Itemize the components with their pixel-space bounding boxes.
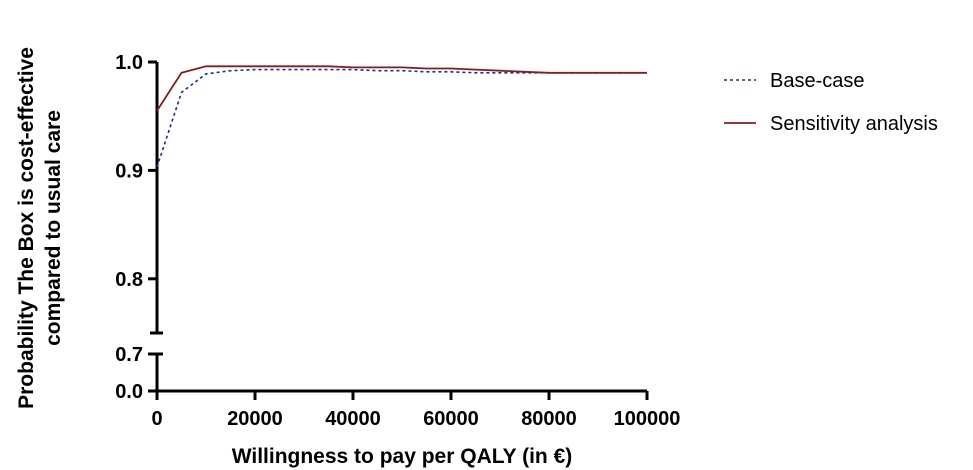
series-layer [156,65,647,168]
y-tick-label: 0.8 [115,269,143,291]
axes [148,60,649,400]
x-tick-label: 80000 [521,408,577,430]
legend-label: Sensitivity analysis [770,113,938,135]
y-tick-label: 0.0 [115,381,143,403]
y-tick-label: 1.0 [115,52,143,74]
x-tick-label: 100000 [614,408,681,430]
legend: Base-case Sensitivity analysis [724,70,938,135]
x-tick-label: 0 [151,408,162,430]
x-tick-label: 60000 [423,408,479,430]
x-tick-label: 20000 [227,408,283,430]
labels-layer: 0.8 0.9 1.0 0.0 0.7 0 20000 40000 60000 80000 1000… [15,47,680,468]
x-tick-label: 40000 [325,408,381,430]
legend-label: Base-case [770,70,865,92]
series-line-base-case [156,68,647,168]
y-axis-title-line: Probability The Box is cost-effective [15,47,38,409]
y-axis-title-line: compared to usual care [42,110,65,346]
y-tick-label: 0.9 [115,160,143,182]
y-tick-label: 0.7 [115,344,143,366]
x-axis-title: Willingness to pay per QALY (in €) [232,445,573,468]
series-line-sensitivity-analysis [156,65,647,112]
